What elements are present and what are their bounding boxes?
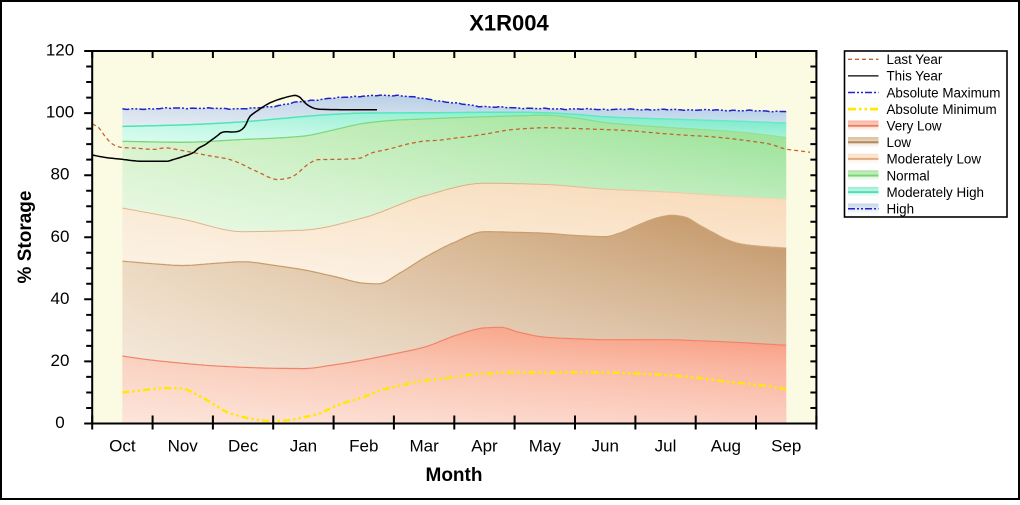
svg-text:Jul: Jul [655,437,677,456]
svg-text:Dec: Dec [228,437,259,456]
svg-text:80: 80 [51,165,70,184]
svg-text:Apr: Apr [471,437,498,456]
svg-text:% Storage: % Storage [15,191,36,284]
svg-text:Moderately High: Moderately High [887,185,985,200]
svg-text:Absolute Maximum: Absolute Maximum [887,85,1001,100]
svg-text:Aug: Aug [711,437,741,456]
svg-text:Feb: Feb [349,437,378,456]
svg-text:Sep: Sep [771,437,801,456]
svg-text:120: 120 [46,41,74,60]
svg-text:40: 40 [51,289,70,308]
svg-text:Very Low: Very Low [887,119,942,134]
svg-text:Oct: Oct [109,437,136,456]
svg-text:May: May [529,437,562,456]
svg-text:20: 20 [51,351,70,370]
svg-text:100: 100 [46,103,74,122]
svg-text:Absolute Minimum: Absolute Minimum [887,102,997,117]
svg-text:Jun: Jun [591,437,618,456]
svg-text:Low: Low [887,135,912,150]
svg-text:Mar: Mar [409,437,439,456]
svg-text:Jan: Jan [290,437,317,456]
svg-text:This Year: This Year [887,69,943,84]
svg-text:0: 0 [55,413,64,432]
svg-text:Normal: Normal [887,168,930,183]
svg-text:Nov: Nov [168,437,199,456]
svg-text:Month: Month [426,465,483,486]
svg-text:High: High [887,202,915,217]
svg-text:Moderately Low: Moderately Low [887,152,982,167]
svg-text:X1R004: X1R004 [469,11,549,36]
svg-text:60: 60 [51,227,70,246]
svg-text:Last Year: Last Year [887,52,943,67]
